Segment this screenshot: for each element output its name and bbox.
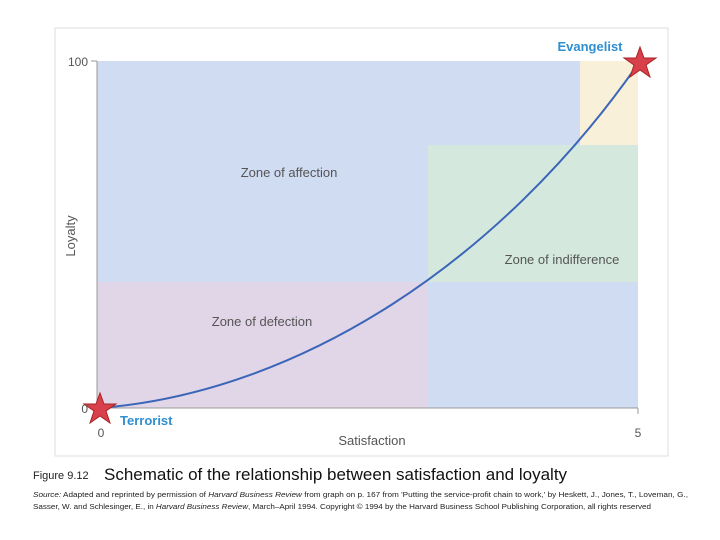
zone-label: Zone of indifference xyxy=(505,252,620,267)
caption-title: Schematic of the relationship between sa… xyxy=(104,465,568,484)
y-tick-label: 0 xyxy=(81,402,88,416)
source-text: Harvard Business Review xyxy=(156,504,249,511)
point-label: Terrorist xyxy=(120,413,173,428)
zone-label: Zone of affection xyxy=(241,165,338,180)
zone-label: Zone of defection xyxy=(212,314,312,329)
y-axis-label: Loyalty xyxy=(63,215,78,257)
x-tick-label: 5 xyxy=(635,426,642,440)
star xyxy=(622,45,658,79)
source-line: Sasser, W. and Schlesinger, E., in Harva… xyxy=(33,503,651,511)
source-text: Sasser, W. and Schlesinger, E., in xyxy=(33,504,156,511)
caption-number: Figure 9.12 xyxy=(33,470,89,482)
zone-indifference-area xyxy=(428,145,638,282)
zone-defection-area xyxy=(97,282,428,408)
source-text: Adapted and reprinted by permission of xyxy=(61,492,208,499)
source-text: Source: xyxy=(33,492,61,499)
curve xyxy=(99,63,639,409)
y-tick-label: 100 xyxy=(68,55,88,69)
source-text: Harvard Business Review xyxy=(208,492,303,499)
x-tick-label: 0 xyxy=(98,426,105,440)
x-axis-label: Satisfaction xyxy=(338,433,405,448)
point-label: Evangelist xyxy=(557,39,623,54)
source-text: , March–April 1994. Copyright © 1994 by … xyxy=(248,503,651,511)
source-line: Source: Adapted and reprinted by permiss… xyxy=(33,492,688,499)
star xyxy=(82,391,118,425)
source-text: from graph on p. 167 from 'Putting the s… xyxy=(302,492,688,499)
